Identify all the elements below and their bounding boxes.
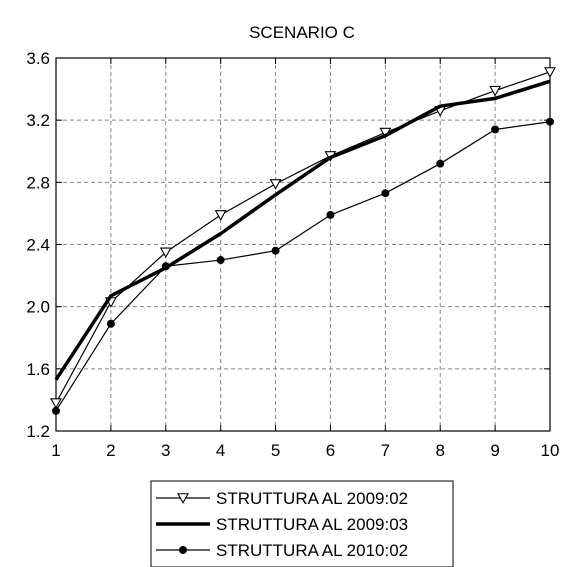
legend-label: STRUTTURA AL 2010:02 xyxy=(216,541,408,560)
series-line xyxy=(55,71,551,404)
series-2 xyxy=(54,79,551,381)
data-point xyxy=(161,262,170,271)
series-3 xyxy=(52,117,554,415)
data-point xyxy=(106,319,115,328)
x-tick-label: 1 xyxy=(51,441,60,460)
data-point xyxy=(159,247,172,259)
x-tick-label: 3 xyxy=(161,441,170,460)
data-point xyxy=(546,117,554,126)
legend-label: STRUTTURA AL 2009:03 xyxy=(216,515,408,534)
y-tick-label: 2.8 xyxy=(26,173,50,192)
data-point xyxy=(544,67,556,78)
chart-title: SCENARIO C xyxy=(249,23,355,42)
data-point xyxy=(271,246,280,255)
legend-item: STRUTTURA AL 2009:02 xyxy=(156,489,408,508)
x-tick-label: 8 xyxy=(435,441,444,460)
y-tick-label: 2.0 xyxy=(26,298,50,317)
x-tick-label: 5 xyxy=(271,441,280,460)
x-tick-label: 4 xyxy=(216,441,225,460)
legend-item: STRUTTURA AL 2009:03 xyxy=(156,515,408,534)
data-point xyxy=(491,125,500,134)
y-tick-label: 1.6 xyxy=(26,360,50,379)
x-tick-label: 7 xyxy=(381,441,390,460)
legend-item: STRUTTURA AL 2010:02 xyxy=(156,541,408,560)
grid xyxy=(56,58,550,431)
data-point xyxy=(436,159,445,168)
series-1 xyxy=(50,67,556,409)
data-point xyxy=(50,398,62,409)
legend: STRUTTURA AL 2009:02 STRUTTURA AL 2009:03… xyxy=(150,480,454,567)
x-tick-label: 9 xyxy=(490,441,499,460)
data-point xyxy=(52,406,60,415)
legend-marker xyxy=(179,546,187,554)
x-tick-label: 2 xyxy=(106,441,115,460)
data-point xyxy=(214,210,227,221)
data-point xyxy=(381,189,390,198)
y-tick-label: 1.2 xyxy=(26,422,50,441)
legend-label: STRUTTURA AL 2009:02 xyxy=(216,489,408,508)
axis-ticks: 1.2 1.6 2.0 2.4 2.8 3.2 3.6 1 2 3 4 5 6 7 8 9 10 xyxy=(26,49,559,460)
series-line xyxy=(54,79,551,381)
data-point xyxy=(216,256,225,265)
data-point xyxy=(269,179,282,190)
series-line xyxy=(55,121,551,412)
x-tick-label: 10 xyxy=(541,441,560,460)
y-tick-label: 3.6 xyxy=(26,49,50,68)
data-point xyxy=(326,210,335,219)
legend-marker xyxy=(177,493,189,504)
data-point xyxy=(489,85,502,97)
series-group xyxy=(50,67,556,415)
x-tick-label: 6 xyxy=(326,441,335,460)
y-tick-label: 3.2 xyxy=(26,111,50,130)
y-tick-label: 2.4 xyxy=(26,236,50,255)
